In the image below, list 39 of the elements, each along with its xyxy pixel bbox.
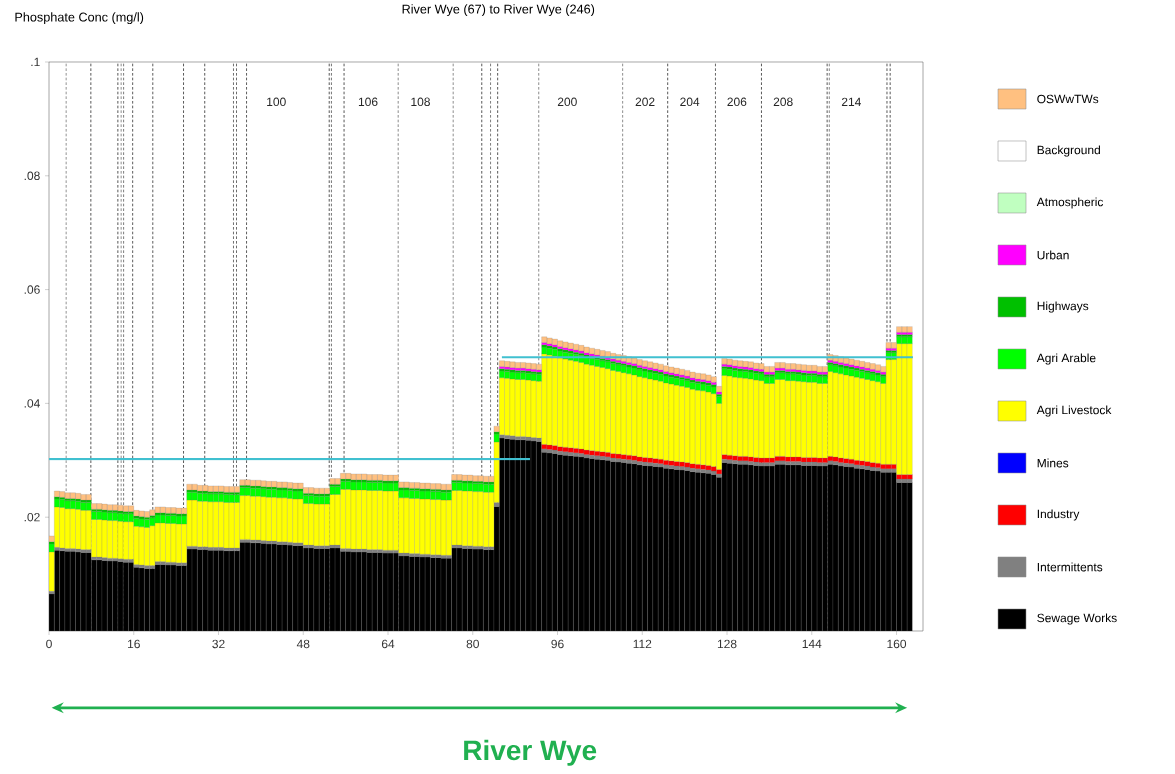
y-axis-title: Phosphate Conc (mg/l) — [15, 12, 144, 25]
legend-label: Background — [1037, 145, 1100, 157]
legend-label: Sewage Works — [1037, 613, 1117, 625]
x-tick-label: 80 — [466, 639, 479, 649]
x-tick-label: 112 — [633, 639, 652, 649]
annotation: 100 — [267, 97, 286, 107]
annotation: 108 — [411, 97, 430, 107]
annotation: 206 — [727, 97, 747, 107]
legend-label: Agri Arable — [1036, 353, 1096, 365]
x-tick-label: 160 — [887, 639, 907, 649]
y-tick-label: .02 — [24, 512, 40, 522]
x-tick-label: 128 — [717, 639, 737, 649]
legend-label: Atmospheric — [1036, 197, 1104, 209]
legend-label: Highways — [1037, 301, 1089, 313]
annotation: 200 — [557, 97, 577, 107]
annotation: 204 — [680, 97, 700, 107]
legend-label: Agri Livestock — [1036, 405, 1112, 417]
legend-label: OSWwTWs — [1037, 94, 1099, 104]
annotation: 214 — [841, 97, 861, 107]
legend-label: Urban — [1037, 250, 1069, 260]
y-tick-label: .04 — [24, 399, 40, 408]
legend-label: Industry — [1037, 509, 1080, 521]
x-tick-label: 32 — [212, 639, 225, 649]
chart-title: River Wye (67) to River Wye (246) — [402, 4, 595, 17]
x-tick-label: 144 — [802, 639, 822, 648]
x-tick-label: 48 — [296, 639, 310, 649]
x-tick-label: 0 — [46, 639, 52, 649]
x-tick-label: 16 — [128, 639, 140, 649]
x-tick-label: 96 — [551, 639, 564, 649]
x-axis-title: River Wye — [464, 739, 597, 766]
legend-label: Intermittents — [1037, 562, 1103, 572]
annotation: 208 — [773, 97, 793, 107]
annotation: 202 — [635, 97, 655, 107]
x-tick-label: 64 — [381, 639, 395, 649]
annotation: 106 — [358, 97, 378, 107]
y-tick-label: .06 — [24, 285, 40, 294]
y-tick-label: .08 — [24, 171, 40, 181]
y-tick-label: .1 — [31, 57, 40, 67]
legend-label: Mines — [1037, 458, 1069, 468]
